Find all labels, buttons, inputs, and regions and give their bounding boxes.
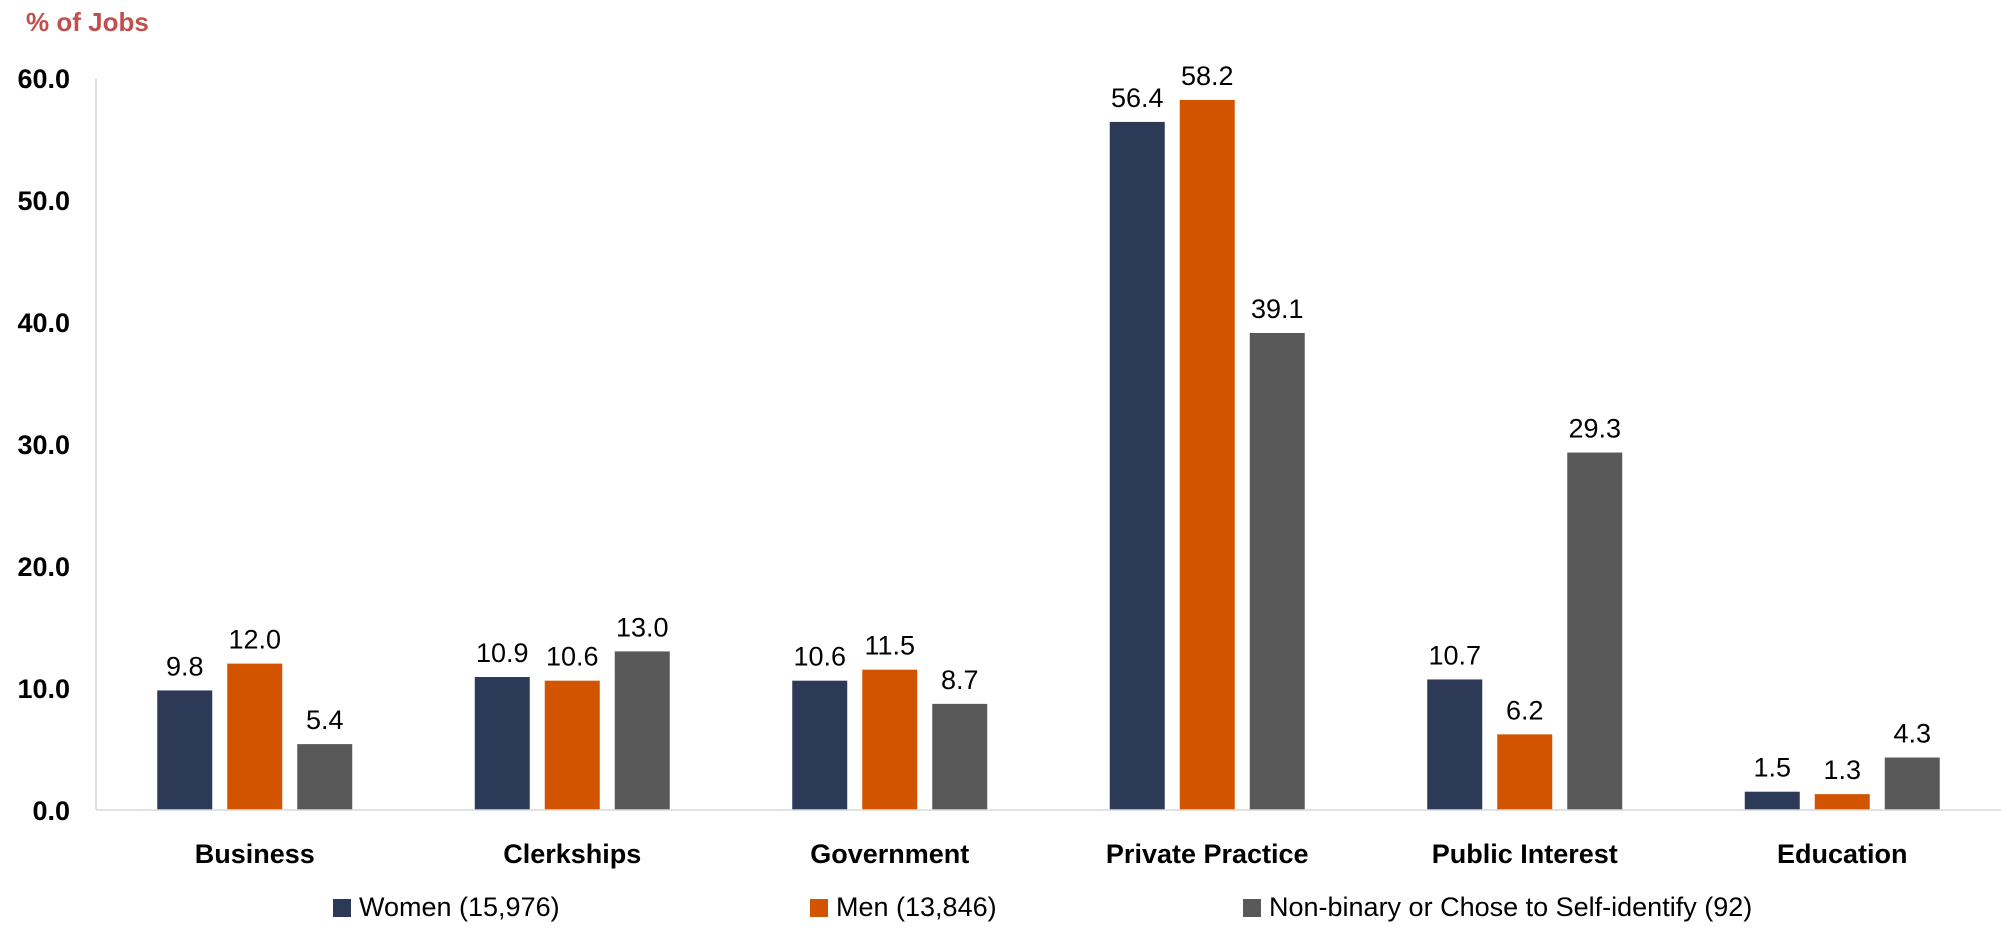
bar [1179,99,1235,810]
x-tick-label: Business [195,839,315,869]
data-label: 1.3 [1823,755,1861,785]
data-label: 5.4 [306,705,344,735]
data-label: 12.0 [228,625,281,655]
x-tick-label: Public Interest [1432,839,1618,869]
y-tick-label: 60.0 [17,64,70,94]
bar [614,651,670,810]
data-label: 6.2 [1506,695,1544,725]
data-label: 1.5 [1753,753,1791,783]
bar [544,680,600,810]
y-axis-title: % of Jobs [26,7,149,37]
bar [792,680,848,810]
y-tick-label: 10.0 [17,674,70,704]
data-label: 56.4 [1111,83,1164,113]
bar [862,669,918,810]
bar [1567,452,1623,810]
bar [1497,734,1553,810]
legend-item-label: Men (13,846) [836,892,997,922]
data-label: 4.3 [1893,719,1931,749]
data-label: 11.5 [864,631,915,661]
bar [1249,332,1305,810]
legend-item-label: Women (15,976) [359,892,560,922]
bar [1884,757,1940,810]
y-tick-label: 20.0 [17,552,70,582]
data-label: 10.6 [546,642,599,672]
x-tick-label: Private Practice [1106,839,1309,869]
data-labels: 9.8 12.0 5.4 10.9 10.6 13.0 10.6 11.5 8.7 56.4 58.… [166,61,1931,785]
data-label: 13.0 [616,612,669,642]
bar [1814,794,1870,810]
y-axis: 0.0 10.0 20.0 30.0 40.0 50.0 60.0 [17,64,97,826]
bar [1109,121,1165,811]
data-label: 39.1 [1251,294,1304,324]
bar [1427,679,1483,810]
legend: Women (15,976) Men (13,846) Non-binary or … [333,892,1752,922]
bar [227,663,283,810]
data-label: 8.7 [941,665,979,695]
bar [474,677,530,810]
x-tick-label: Clerkships [503,839,641,869]
bar [297,744,353,810]
bar [1744,791,1800,810]
data-label: 10.6 [793,642,846,672]
y-tick-label: 50.0 [17,186,70,216]
x-axis: Business Clerkships Government Private Prac… [96,809,2001,869]
bar [157,690,213,810]
data-label: 10.9 [476,638,529,668]
bars [157,99,1940,811]
x-tick-label: Government [810,839,969,869]
legend-swatch [1243,899,1261,917]
data-label: 9.8 [166,651,204,681]
y-tick-label: 0.0 [32,796,70,826]
x-tick-label: Education [1777,839,1908,869]
legend-swatch [333,899,351,917]
data-label: 58.2 [1181,61,1234,91]
y-tick-label: 30.0 [17,430,70,460]
bar [932,703,988,810]
data-label: 29.3 [1568,414,1621,444]
y-tick-label: 40.0 [17,308,70,338]
legend-item-label: Non-binary or Chose to Self-identify (92… [1269,892,1752,922]
data-label: 10.7 [1428,640,1481,670]
legend-swatch [810,899,828,917]
